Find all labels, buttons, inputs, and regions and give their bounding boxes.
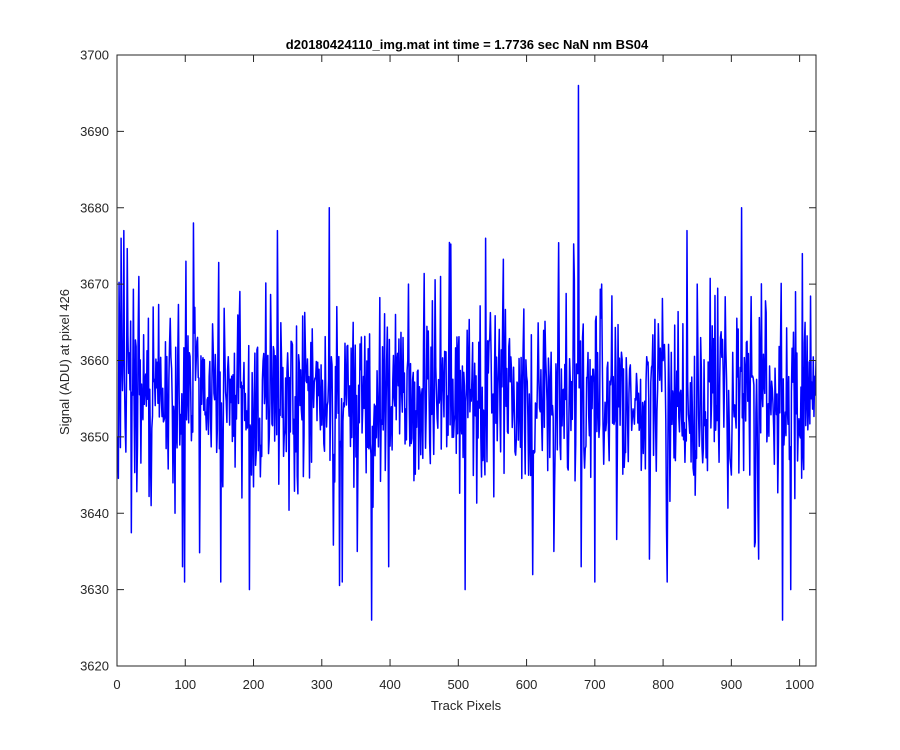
x-tick-label: 800: [652, 677, 674, 692]
x-tick-label: 400: [379, 677, 401, 692]
x-tick-label: 900: [721, 677, 743, 692]
x-axis-label: Track Pixels: [431, 698, 502, 713]
signal-series-line: [117, 84, 816, 621]
y-tick-label: 3680: [80, 200, 109, 215]
y-tick-label: 3670: [80, 277, 109, 292]
y-tick-label: 3620: [80, 659, 109, 674]
x-tick-label: 500: [447, 677, 469, 692]
x-tick-label: 300: [311, 677, 333, 692]
y-tick-label: 3640: [80, 506, 109, 521]
y-tick-label: 3630: [80, 582, 109, 597]
x-tick-label: 700: [584, 677, 606, 692]
y-tick-label: 3660: [80, 353, 109, 368]
y-axis-label: Signal (ADU) at pixel 426: [57, 289, 72, 435]
x-tick-label: 1000: [785, 677, 814, 692]
x-tick-label: 600: [516, 677, 538, 692]
y-tick-label: 3650: [80, 429, 109, 444]
chart-title: d20180424110_img.mat int time = 1.7736 s…: [286, 37, 649, 52]
plot-area: [117, 84, 816, 621]
x-tick-label: 200: [243, 677, 265, 692]
y-tick-label: 3700: [80, 48, 109, 63]
x-tick-label: 100: [174, 677, 196, 692]
axes: 0 100 200 300 400 500 600 700 800 900 1000 3620 3630…: [80, 48, 817, 692]
y-tick-label: 3690: [80, 124, 109, 139]
x-tick-label: 0: [113, 677, 120, 692]
